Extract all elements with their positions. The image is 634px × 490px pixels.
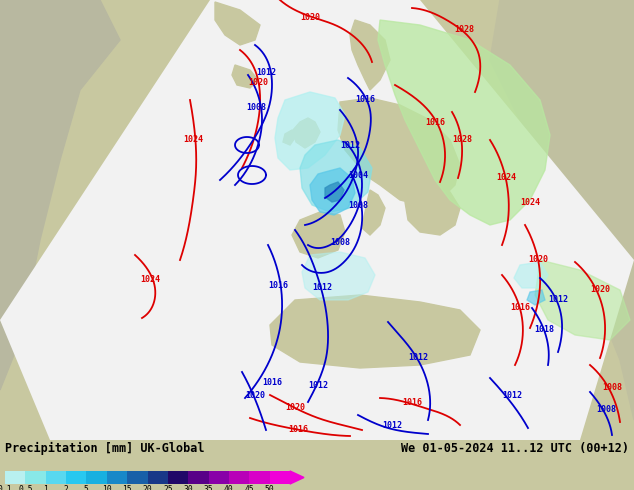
Polygon shape [527, 290, 545, 305]
Bar [188, 471, 209, 484]
Bar [46, 471, 66, 484]
Text: 1028: 1028 [454, 25, 474, 34]
Text: Precipitation [mm] UK-Global: Precipitation [mm] UK-Global [5, 442, 205, 455]
Text: 1008: 1008 [602, 383, 622, 392]
Polygon shape [490, 0, 634, 420]
Polygon shape [275, 92, 345, 170]
Polygon shape [405, 188, 460, 235]
Polygon shape [302, 252, 375, 300]
Bar [127, 471, 148, 484]
Text: 1016: 1016 [425, 118, 445, 127]
Text: 1008: 1008 [348, 201, 368, 210]
Text: 1024: 1024 [520, 198, 540, 207]
Text: 1016: 1016 [402, 398, 422, 407]
Text: 20: 20 [143, 485, 152, 490]
Text: 1016: 1016 [268, 281, 288, 290]
Text: 1020: 1020 [245, 391, 265, 400]
Polygon shape [300, 140, 372, 212]
Bar [5, 471, 25, 484]
Text: 1020: 1020 [300, 13, 320, 22]
Text: 1016: 1016 [288, 425, 308, 434]
Text: 1018: 1018 [534, 325, 554, 334]
Text: 1008: 1008 [330, 238, 350, 247]
Text: 0.1: 0.1 [0, 485, 12, 490]
Polygon shape [514, 262, 548, 288]
Text: 1012: 1012 [340, 141, 360, 150]
Bar [25, 471, 46, 484]
Bar [249, 471, 269, 484]
Text: 1024: 1024 [496, 173, 516, 182]
Text: 1: 1 [43, 485, 48, 490]
Text: 1008: 1008 [246, 103, 266, 112]
Bar [86, 471, 107, 484]
Polygon shape [270, 295, 480, 368]
Text: 40: 40 [224, 485, 234, 490]
Polygon shape [0, 0, 634, 440]
Text: 5: 5 [84, 485, 89, 490]
Text: 1016: 1016 [510, 303, 530, 312]
Polygon shape [535, 260, 630, 340]
Text: 1020: 1020 [590, 285, 610, 294]
Text: 1004: 1004 [348, 171, 368, 180]
Text: 1020: 1020 [248, 78, 268, 87]
Bar [209, 471, 229, 484]
Text: 1012: 1012 [548, 295, 568, 304]
Text: 1012: 1012 [308, 381, 328, 390]
Bar [269, 471, 290, 484]
Text: 50: 50 [265, 485, 275, 490]
Polygon shape [0, 0, 120, 390]
Text: 1012: 1012 [502, 391, 522, 400]
Polygon shape [290, 471, 304, 484]
Polygon shape [215, 2, 260, 45]
Polygon shape [362, 190, 385, 235]
Bar [66, 471, 86, 484]
Bar [229, 471, 249, 484]
Bar [107, 471, 127, 484]
Text: We 01-05-2024 11..12 UTC (00+12): We 01-05-2024 11..12 UTC (00+12) [401, 442, 629, 455]
Text: 15: 15 [122, 485, 132, 490]
Text: 0.5: 0.5 [18, 485, 33, 490]
Bar [148, 471, 168, 484]
Text: 1024: 1024 [140, 275, 160, 284]
Text: 1016: 1016 [355, 95, 375, 104]
Text: 30: 30 [183, 485, 193, 490]
Text: 10: 10 [102, 485, 112, 490]
Text: 1020: 1020 [528, 255, 548, 264]
Polygon shape [232, 65, 258, 88]
Text: 25: 25 [163, 485, 172, 490]
Text: 1020: 1020 [285, 403, 305, 412]
Text: 1024: 1024 [183, 135, 203, 144]
Text: 35: 35 [204, 485, 214, 490]
Polygon shape [338, 98, 460, 205]
Text: 1016: 1016 [262, 378, 282, 387]
Polygon shape [325, 182, 344, 202]
Text: 1008: 1008 [596, 405, 616, 414]
Text: 45: 45 [245, 485, 254, 490]
Text: 1012: 1012 [382, 421, 402, 430]
Text: 1028: 1028 [452, 135, 472, 144]
Text: 1012: 1012 [256, 68, 276, 77]
Polygon shape [292, 212, 345, 258]
Polygon shape [293, 118, 320, 148]
Polygon shape [310, 168, 355, 215]
Text: 1012: 1012 [312, 283, 332, 292]
Polygon shape [283, 130, 295, 145]
Bar [168, 471, 188, 484]
Polygon shape [378, 20, 550, 225]
Text: 2: 2 [63, 485, 68, 490]
Text: 1012: 1012 [408, 353, 428, 362]
Polygon shape [350, 20, 390, 90]
